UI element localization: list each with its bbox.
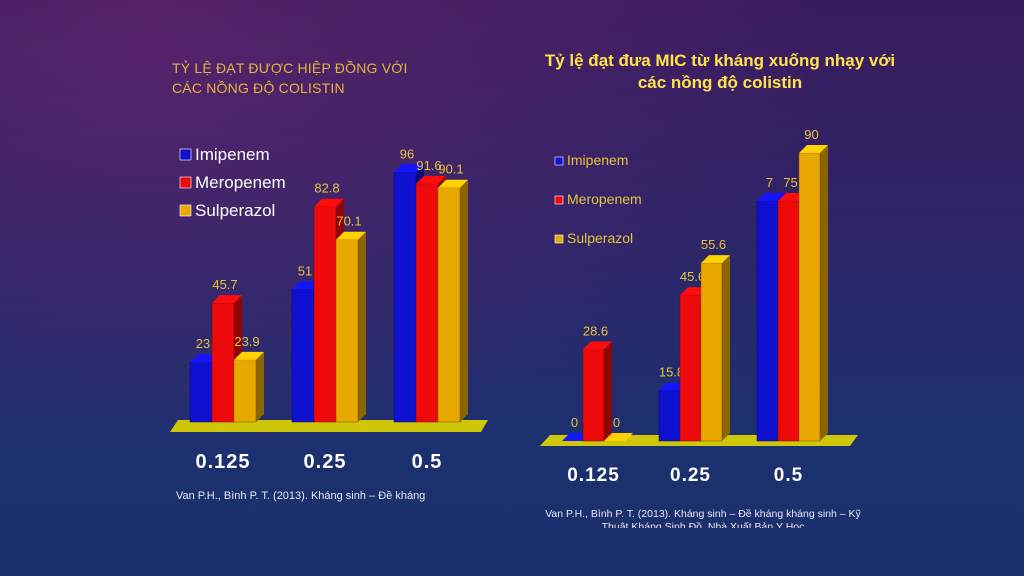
bar-side: [256, 351, 264, 422]
data-label-sulperazol-0.25: 55.6: [701, 237, 726, 252]
right-chart-title: Tỷ lệ đạt đưa MIC từ kháng xuống nhạy vớ…: [544, 51, 896, 92]
category-label-0.5: 0.5: [774, 465, 803, 486]
data-label-sulperazol-0.125: 0: [613, 415, 620, 430]
bar-front: [291, 289, 315, 423]
bar-top: [314, 198, 344, 207]
data-label-meropenem-0.125: 45.7: [212, 277, 237, 292]
legend-swatch-sulperazol: [554, 234, 564, 244]
bar-front: [777, 200, 800, 442]
bar-front: [798, 152, 821, 442]
bar-sulperazol-0.125: [604, 433, 633, 441]
bar-front: [700, 262, 723, 442]
bar-side: [604, 341, 612, 441]
bar-top: [604, 433, 633, 441]
bar-side: [722, 255, 730, 441]
bar-front: [582, 349, 605, 442]
legend-label-imipenem: Imipenem: [567, 152, 628, 168]
legend-label-meropenem: Meropenem: [195, 173, 286, 192]
data-label-meropenem-0.5: 91.6: [416, 158, 441, 173]
category-label-0.25: 0.25: [304, 451, 347, 473]
data-label-meropenem-0.25: 82.8: [314, 181, 339, 196]
bar-sulperazol-0.125: [233, 351, 264, 423]
legend-swatch-sulperazol: [179, 204, 192, 217]
data-label-sulperazol-0.5: 90: [804, 127, 818, 142]
bar-front: [679, 294, 702, 442]
data-label-sulperazol-0.25: 70.1: [336, 214, 361, 229]
legend-label-sulperazol: Sulperazol: [195, 201, 275, 220]
bar-front: [437, 187, 461, 423]
legend-label-sulperazol: Sulperazol: [567, 230, 633, 246]
right-source-citation: Van P.H., Bình P. T. (2013). Kháng sinh …: [545, 508, 861, 528]
category-label-0.25: 0.25: [670, 465, 711, 486]
chart-right: 0 28.6 0 0.125 15.8 45.6 55.6 0.25 7 75 90 0.5 Imipe…: [540, 127, 858, 486]
bar-side: [820, 145, 828, 441]
data-label-meropenem-0.5: 75: [783, 175, 797, 190]
data-label-imipenem-0.25: 15.8: [659, 364, 684, 379]
data-label-sulperazol-0.125: 23.9: [234, 334, 259, 349]
data-label-imipenem-0.125: 23: [196, 336, 210, 351]
left-chart-title: TỶ LỆ ĐẠT ĐƯỢC HIỆP ĐỒNG VỚI CÁC NỒNG ĐỘ…: [172, 60, 408, 96]
category-label-0.125: 0.125: [567, 465, 620, 486]
bar-front: [415, 183, 439, 423]
data-label-sulperazol-0.5: 90.1: [438, 162, 463, 177]
category-label-0.125: 0.125: [195, 451, 250, 473]
bar-front: [211, 302, 235, 423]
bar-top: [757, 193, 786, 201]
bar-sulperazol-0.5: [798, 145, 828, 442]
data-label-meropenem-0.25: 45.6: [680, 269, 705, 284]
legend-swatch-imipenem: [554, 156, 564, 166]
bar-top: [583, 341, 612, 350]
bar-sulperazol-0.5: [437, 179, 468, 423]
bar-meropenem-0.125: [211, 295, 242, 423]
legend-swatch-imipenem: [179, 148, 192, 161]
bar-side: [358, 231, 366, 422]
bar-front: [189, 361, 213, 423]
bar-front: [756, 200, 779, 442]
bar-side: [460, 179, 468, 422]
data-label-imipenem-0.25: 51: [298, 263, 312, 278]
legend-label-meropenem: Meropenem: [567, 191, 642, 207]
data-label-imipenem-0.125: 0: [571, 415, 578, 430]
bar-sulperazol-0.25: [335, 231, 366, 423]
bar-top: [438, 179, 468, 188]
bar-front: [393, 172, 417, 423]
bar-front: [233, 359, 257, 423]
category-label-0.5: 0.5: [412, 451, 443, 473]
left-source-citation: Van P.H., Bình P. T. (2013). Kháng sinh …: [176, 490, 426, 502]
bar-front: [335, 239, 359, 423]
bar-top: [701, 255, 730, 264]
legend-swatch-meropenem: [179, 176, 192, 189]
chart-floor: [170, 420, 488, 432]
data-label-imipenem-0.5: 96: [400, 146, 414, 161]
bar-top: [799, 145, 828, 153]
data-label-meropenem-0.125: 28.6: [583, 323, 608, 338]
data-label-imipenem-0.5: 7: [766, 175, 773, 190]
bar-meropenem-0.125: [582, 341, 612, 442]
bar-top: [336, 231, 366, 240]
bar-top: [234, 351, 264, 360]
bar-top: [212, 295, 242, 304]
bar-front: [658, 390, 681, 442]
bar-top: [416, 175, 446, 184]
legend-label-imipenem: Imipenem: [195, 145, 270, 164]
legend-swatch-meropenem: [554, 195, 564, 205]
bar-sulperazol-0.25: [700, 255, 730, 442]
bar-top: [394, 164, 424, 173]
bar-front: [313, 206, 337, 423]
